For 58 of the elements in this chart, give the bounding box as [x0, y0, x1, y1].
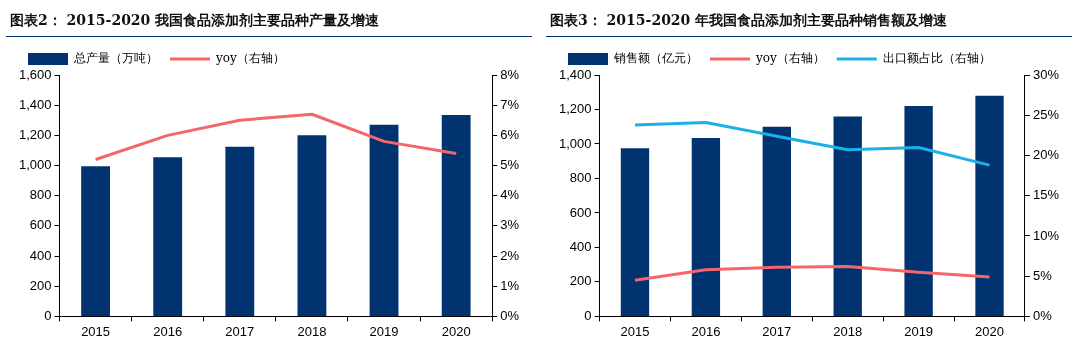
y2-tick-label: 0% — [1032, 307, 1053, 323]
y2-tick-label: 0% — [500, 307, 520, 323]
y-tick-label: 1,200 — [558, 101, 592, 117]
y-tick-label: 1,000 — [18, 157, 52, 173]
y-tick-label: 600 — [29, 217, 52, 233]
y-tick-label: 1,400 — [18, 96, 52, 112]
y2-tick-label: 6% — [500, 126, 520, 142]
x-tick-label: 2015 — [620, 323, 650, 339]
legend-label: yoy（右轴） — [215, 51, 285, 66]
y-tick-label: 800 — [29, 187, 52, 203]
y2-tick-label: 1% — [500, 277, 520, 293]
x-tick-label: 2019 — [904, 323, 934, 339]
y-tick-label: 800 — [569, 170, 592, 186]
legend-label: 销售额（亿元） — [613, 51, 698, 66]
y-tick-label: 200 — [29, 277, 52, 293]
x-tick-label: 2018 — [833, 323, 863, 339]
y-tick-label: 200 — [569, 273, 592, 289]
y-tick-label: 400 — [569, 239, 592, 255]
bar — [620, 148, 650, 316]
x-tick-label: 2019 — [369, 323, 399, 339]
y2-tick-label: 30% — [1032, 66, 1060, 82]
x-tick-label: 2017 — [225, 323, 255, 339]
legend-label: yoy（右轴） — [755, 51, 825, 66]
bar — [904, 106, 933, 316]
bar — [762, 126, 791, 316]
legend-label: 出口额占比（右轴） — [882, 51, 991, 66]
x-tick-label: 2020 — [441, 323, 471, 339]
x-tick-label: 2016 — [691, 323, 721, 339]
x-tick-label: 2018 — [297, 323, 327, 339]
y-tick-label: 1,400 — [558, 66, 592, 82]
y2-tick-label: 20% — [1032, 147, 1060, 163]
legend-label: 总产量（万吨） — [73, 51, 158, 66]
chart-title: 图表3： 2015-2020 年我国食品添加剂主要品种销售额及增速 — [546, 6, 1072, 37]
x-tick-label: 2016 — [153, 323, 183, 339]
bar — [975, 95, 1004, 316]
x-tick-label: 2020 — [975, 323, 1004, 339]
y-tick-label: 1,000 — [558, 135, 592, 151]
y2-tick-label: 3% — [500, 217, 520, 233]
y2-tick-label: 2% — [500, 247, 520, 263]
y2-tick-label: 7% — [500, 96, 520, 112]
y2-tick-label: 25% — [1032, 106, 1060, 122]
y2-tick-label: 4% — [500, 187, 520, 203]
y-tick-label: 1,200 — [18, 126, 52, 142]
x-tick-label: 2015 — [81, 323, 111, 339]
y-tick-label: 600 — [569, 204, 592, 220]
bar — [833, 116, 862, 316]
y-tick-label: 0 — [584, 307, 592, 323]
x-tick-label: 2017 — [762, 323, 792, 339]
y-tick-label: 1,600 — [18, 66, 52, 82]
chart-title: 图表2： 2015-2020 我国食品添加剂主要品种产量及增速 — [6, 6, 532, 37]
bar — [691, 137, 721, 316]
y2-tick-label: 8% — [500, 66, 520, 82]
y2-tick-label: 10% — [1032, 227, 1060, 243]
y2-tick-label: 5% — [500, 157, 520, 173]
y-tick-label: 0 — [44, 307, 52, 323]
y2-tick-label: 15% — [1032, 187, 1060, 203]
y2-tick-label: 5% — [1032, 267, 1053, 283]
y-tick-label: 400 — [29, 247, 52, 263]
